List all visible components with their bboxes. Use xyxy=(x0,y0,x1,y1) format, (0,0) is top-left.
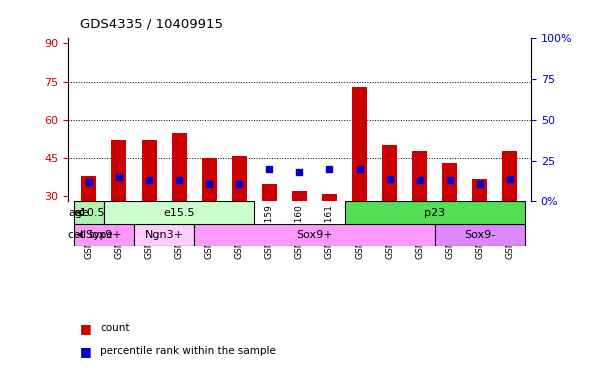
Bar xyxy=(473,179,487,273)
Bar xyxy=(412,151,427,273)
Text: Sox9-: Sox9- xyxy=(464,230,496,240)
Text: Sox9+: Sox9+ xyxy=(86,230,122,240)
Text: ■: ■ xyxy=(80,322,91,335)
Bar xyxy=(435,223,525,246)
Text: p23: p23 xyxy=(424,208,445,218)
Bar xyxy=(382,146,397,273)
Text: Ngn3+: Ngn3+ xyxy=(145,230,183,240)
Bar xyxy=(442,163,457,273)
Bar xyxy=(74,223,134,246)
Bar xyxy=(142,140,156,273)
Bar xyxy=(352,87,367,273)
Text: GDS4335 / 10409915: GDS4335 / 10409915 xyxy=(80,18,222,31)
Text: count: count xyxy=(100,323,130,333)
Text: e15.5: e15.5 xyxy=(163,208,195,218)
Bar xyxy=(74,202,104,223)
Text: cell type: cell type xyxy=(68,230,113,240)
Bar xyxy=(134,223,194,246)
Bar xyxy=(112,140,126,273)
Bar xyxy=(262,184,277,273)
Text: percentile rank within the sample: percentile rank within the sample xyxy=(100,346,276,356)
Bar xyxy=(202,158,217,273)
Bar xyxy=(194,223,435,246)
Bar xyxy=(322,194,337,273)
Text: Sox9+: Sox9+ xyxy=(296,230,333,240)
Bar xyxy=(292,191,307,273)
Bar xyxy=(104,202,254,223)
Text: e10.5: e10.5 xyxy=(73,208,104,218)
Text: ■: ■ xyxy=(80,345,91,358)
Bar xyxy=(232,156,247,273)
Bar xyxy=(172,133,186,273)
Text: age: age xyxy=(68,208,89,218)
Bar xyxy=(81,176,96,273)
Bar xyxy=(503,151,517,273)
Bar xyxy=(345,202,525,223)
